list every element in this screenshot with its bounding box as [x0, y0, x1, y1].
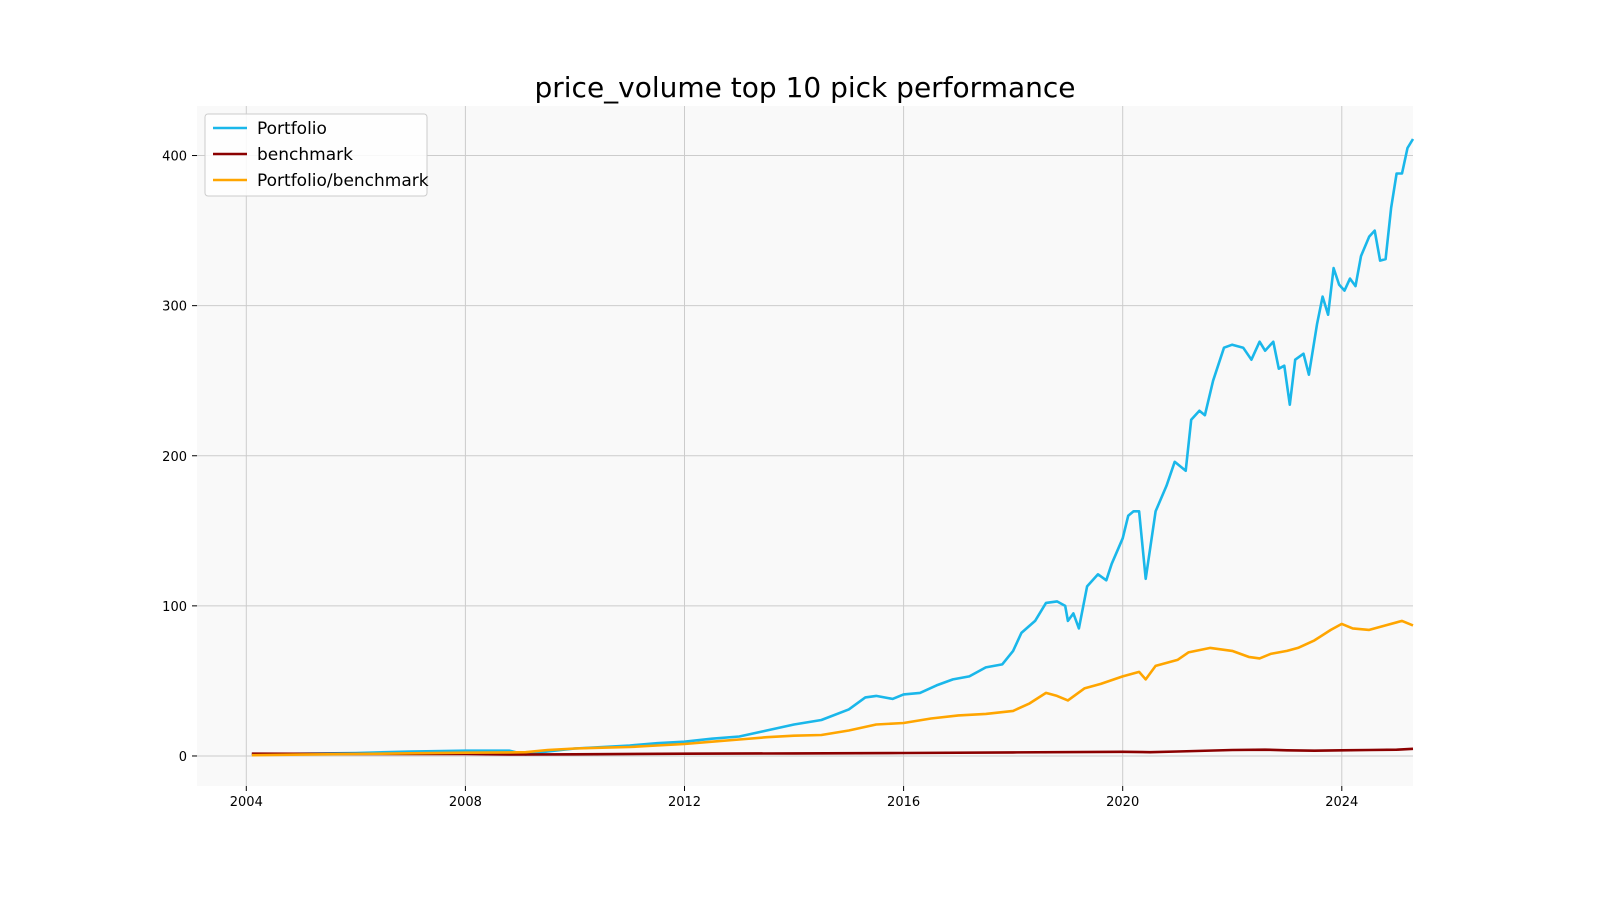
- x-tick-label: 2012: [668, 795, 701, 810]
- y-tick-label: 200: [162, 450, 187, 465]
- y-tick-label: 100: [162, 600, 187, 615]
- axis-ticks: 2004 2008 2012 2016 2020 2024 0 100 200 300 400: [162, 150, 1358, 810]
- series-line-benchmark: [251, 747, 1414, 756]
- y-tick-label: 300: [162, 300, 187, 315]
- plot-area: [197, 106, 1413, 786]
- legend: Portfolio benchmark Portfolio/benchmark: [204, 113, 429, 197]
- y-tick-label: 0: [179, 750, 187, 765]
- series-line-portfolio: [251, 138, 1415, 756]
- x-tick-label: 2020: [1106, 795, 1139, 810]
- chart-title: price_volume top 10 pick performance: [534, 71, 1075, 104]
- y-tick-label: 400: [162, 150, 187, 165]
- legend-box: [204, 113, 428, 197]
- legend-entry-label: benchmark: [257, 145, 353, 165]
- legend-entry-label: Portfolio: [257, 119, 327, 139]
- x-tick-label: 2004: [230, 795, 263, 810]
- x-tick-label: 2008: [449, 795, 482, 810]
- series-line-portfolio-benchmark: [251, 619, 1414, 757]
- series-lines: [251, 138, 1415, 757]
- x-tick-label: 2024: [1325, 795, 1358, 810]
- x-tick-label: 2016: [887, 795, 920, 810]
- legend-entry-label: Portfolio/benchmark: [257, 171, 429, 191]
